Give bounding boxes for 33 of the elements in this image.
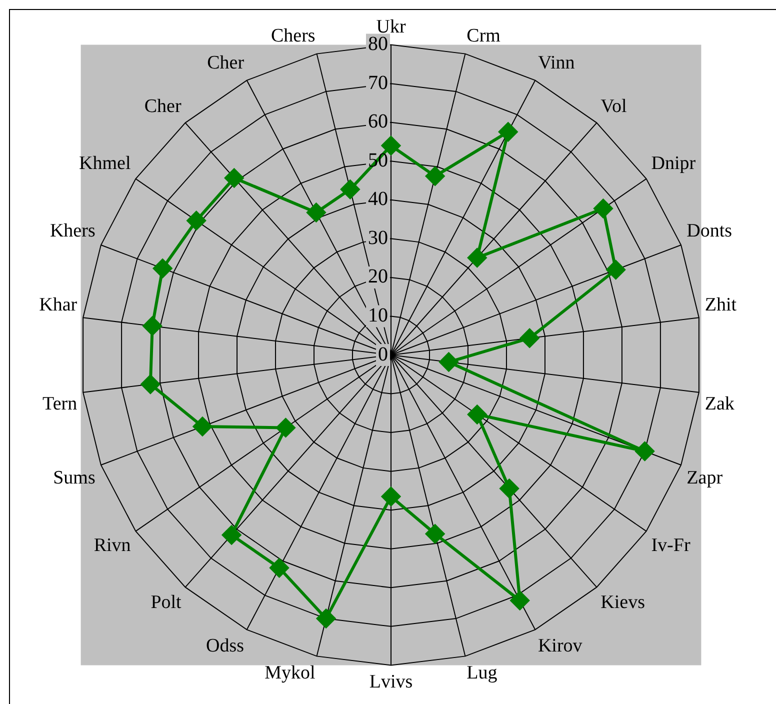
- spoke-label: Tern: [42, 394, 78, 414]
- spoke-label: Vol: [600, 96, 627, 117]
- spoke-label: Rivn: [94, 535, 132, 556]
- spoke-label: Kievs: [600, 592, 646, 614]
- spoke-label: Chers: [271, 26, 316, 47]
- spoke-label: Mykol: [264, 662, 316, 684]
- spoke-label: Zak: [704, 394, 735, 414]
- spoke-label: Vinn: [538, 52, 576, 74]
- spoke-label: Cher: [144, 96, 182, 117]
- spoke-label: Polt: [150, 592, 182, 614]
- spoke-label: Khmel: [79, 152, 131, 174]
- y-tick-label: 70: [368, 72, 388, 94]
- spoke-label: Cher: [207, 52, 245, 74]
- y-tick-label: 60: [368, 110, 388, 133]
- spoke-label: Kirov: [538, 635, 583, 656]
- y-tick-label: 20: [368, 266, 388, 288]
- y-tick-label: 80: [368, 33, 388, 56]
- y-tick-label: 10: [368, 304, 388, 326]
- y-tick-label: 30: [368, 226, 388, 249]
- spoke-label: Lvivs: [369, 672, 413, 693]
- spoke-label: Zhit: [704, 294, 738, 316]
- spoke-label: Iv-Fr: [651, 535, 691, 556]
- spoke-label: Zapr: [686, 468, 724, 489]
- spoke-label: Odss: [206, 635, 244, 656]
- y-tick-label: 0: [378, 343, 388, 366]
- spoke-label: Khar: [39, 294, 78, 316]
- spoke-label: Lug: [466, 662, 498, 684]
- spoke-label: Sums: [53, 468, 96, 489]
- spoke-label: Donts: [686, 220, 732, 242]
- y-tick-label: 40: [368, 188, 388, 210]
- spoke-label: Khers: [50, 220, 96, 242]
- spoke-label: Dnipr: [651, 152, 696, 174]
- spoke-label: Crm: [466, 26, 501, 47]
